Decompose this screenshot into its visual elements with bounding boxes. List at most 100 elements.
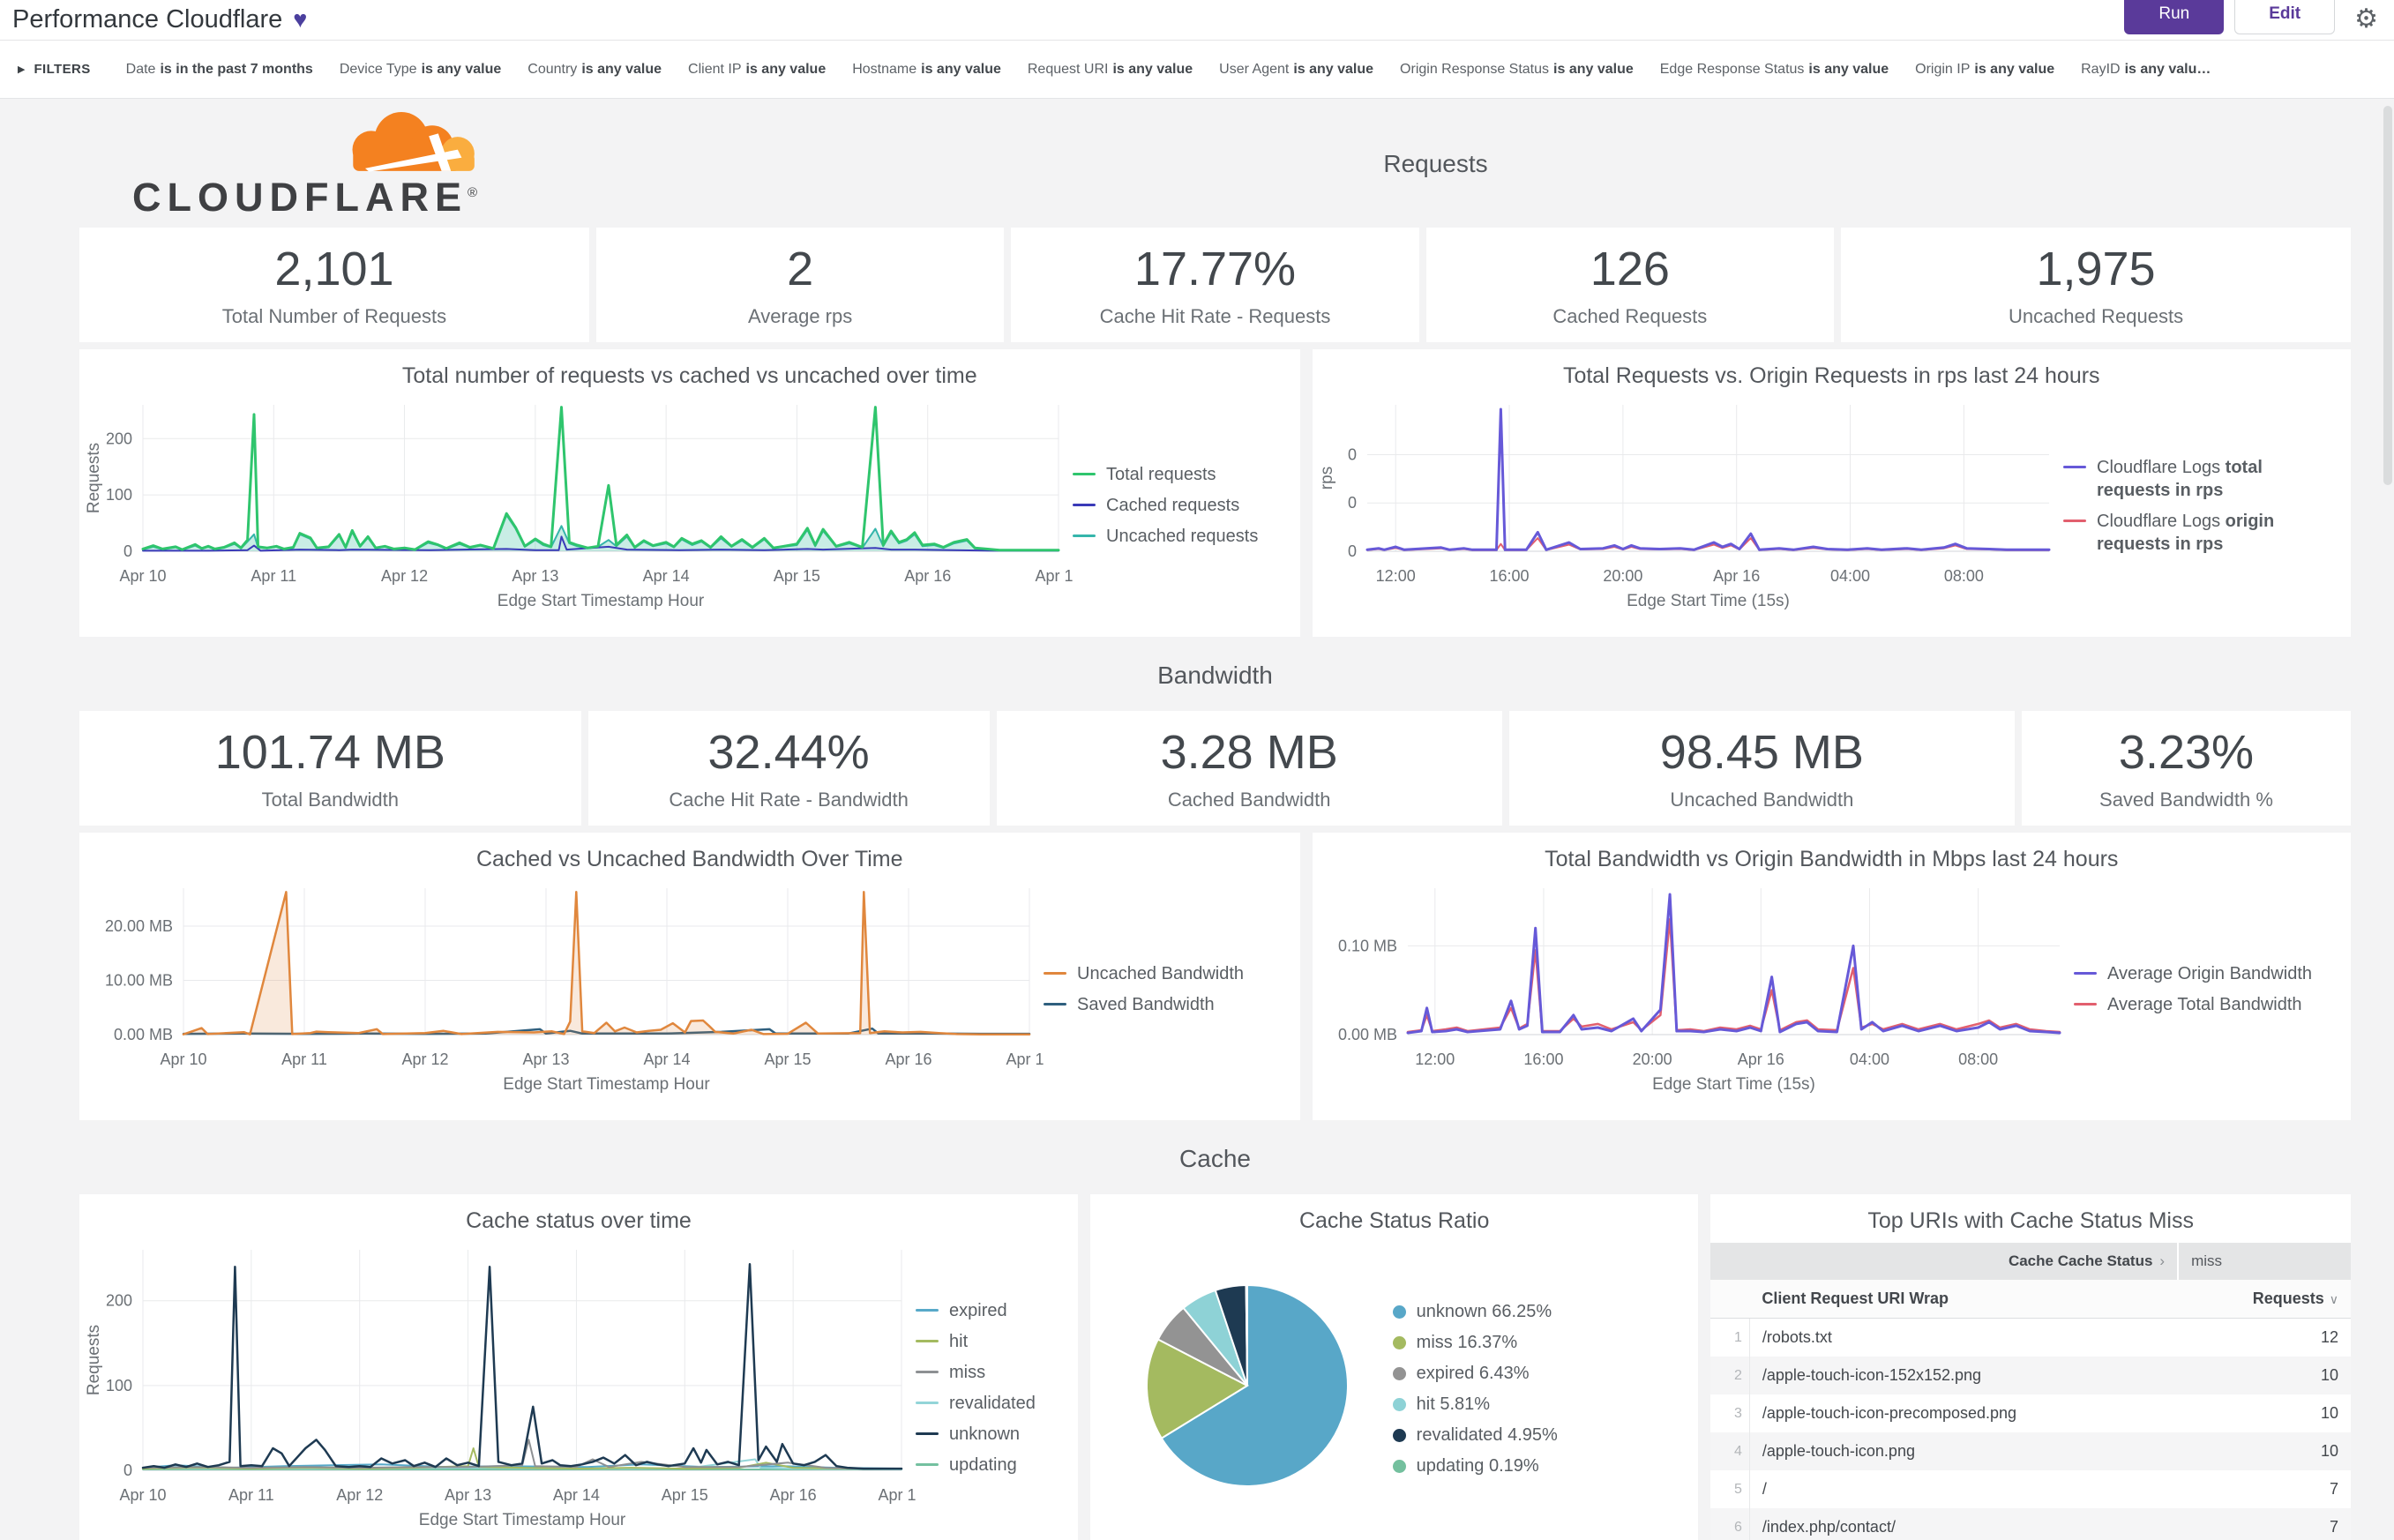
- uri-cell[interactable]: /index.php/contact/: [1749, 1508, 2179, 1540]
- requests-cell[interactable]: 10: [2178, 1432, 2351, 1470]
- rps-24h-legend: Cloudflare Logs total requests in rps Clo…: [2063, 392, 2345, 618]
- requests-header-row: CLOUDFLARE® Requests: [79, 108, 2351, 221]
- svg-text:Requests: Requests: [85, 443, 103, 513]
- filter-condition: is any value: [1553, 61, 1634, 77]
- legend-item-hit-5-81-[interactable]: hit 5.81%: [1392, 1393, 1652, 1416]
- filter-condition: is any value: [1293, 61, 1374, 77]
- legend-item-expired-6-43-[interactable]: expired 6.43%: [1392, 1362, 1652, 1385]
- gear-icon[interactable]: ⚙: [2354, 4, 2378, 34]
- svg-text:Apr 16: Apr 16: [1713, 567, 1760, 585]
- legend-item-uncached-bandwidth[interactable]: Uncached Bandwidth: [1044, 962, 1290, 985]
- page-title: Performance Cloudflare ♥: [12, 5, 307, 34]
- legend-item-average-origin-bandwidth[interactable]: Average Origin Bandwidth: [2074, 962, 2340, 985]
- pie-slice-miss[interactable]: [1145, 1337, 1249, 1439]
- series-cached-requests: [142, 535, 1059, 552]
- pie-slice-unknown[interactable]: [1160, 1283, 1349, 1487]
- vertical-scrollbar[interactable]: [2383, 106, 2392, 485]
- uri-cell[interactable]: /apple-touch-icon-precomposed.png: [1762, 1404, 2017, 1422]
- kpi-value: 98.45 MB: [1659, 726, 1864, 779]
- run-button[interactable]: Run: [2124, 0, 2225, 34]
- svg-text:08:00: 08:00: [1958, 1050, 1998, 1068]
- legend-item-total-requests-in-rps[interactable]: Cloudflare Logs total requests in rps: [2063, 456, 2340, 502]
- requests-cell[interactable]: 7: [2329, 1480, 2338, 1498]
- requests-cell[interactable]: 10: [2178, 1357, 2351, 1394]
- svg-text:Apr 11: Apr 11: [251, 567, 296, 585]
- legend-item-origin-requests-in-rps[interactable]: Cloudflare Logs origin requests in rps: [2063, 510, 2340, 556]
- svg-text:Apr 10: Apr 10: [160, 1050, 206, 1068]
- filter-rayid[interactable]: RayID is any valu…: [2081, 62, 2211, 78]
- legend-item-saved-bandwidth[interactable]: Saved Bandwidth: [1044, 993, 1290, 1016]
- filter-user-agent[interactable]: User Agent is any value: [1219, 62, 1373, 78]
- legend-item-revalidated[interactable]: revalidated: [916, 1392, 1067, 1415]
- requests-charts-row: Total number of requests vs cached vs un…: [79, 349, 2351, 637]
- legend-item-cached-requests[interactable]: Cached requests: [1073, 494, 1290, 517]
- kpi-value: 17.77%: [1133, 243, 1297, 295]
- row-number-cell: 6: [1710, 1508, 1750, 1540]
- filter-client-ip[interactable]: Client IP is any value: [688, 62, 826, 78]
- filter-hostname[interactable]: Hostname is any value: [852, 62, 1001, 78]
- legend-item-miss-16-37-[interactable]: miss 16.37%: [1392, 1331, 1652, 1354]
- requests-cell[interactable]: 7: [2178, 1508, 2351, 1540]
- requests-column-header[interactable]: Requests ∨: [2178, 1280, 2351, 1319]
- legend-item-updating-0-19-[interactable]: updating 0.19%: [1392, 1454, 1652, 1477]
- table-top-uris-miss: Top URIs with Cache Status Miss Cache Ca…: [1710, 1194, 2351, 1540]
- requests-cell[interactable]: 12: [2320, 1328, 2338, 1346]
- legend-item-unknown-66-25-[interactable]: unknown 66.25%: [1392, 1300, 1652, 1323]
- table-row: 5 / 7: [1710, 1470, 2351, 1508]
- legend-item-updating[interactable]: updating: [916, 1454, 1067, 1476]
- dashboard-body: CLOUDFLARE® Requests 2,101 Total Number o…: [0, 99, 2394, 1540]
- kpi-label: Uncached Bandwidth: [1670, 789, 1854, 811]
- edit-button[interactable]: Edit: [2234, 0, 2336, 34]
- cache-ratio-legend: unknown 66.25% miss 16.37% expired 6.43% hi…: [1392, 1300, 1657, 1477]
- filters-label[interactable]: FILTERS: [34, 62, 91, 77]
- filter-request-uri[interactable]: Request URI is any value: [1028, 62, 1193, 78]
- kpi-uncached-bandwidth: 98.45 MB Uncached Bandwidth: [1508, 711, 2015, 826]
- legend-label: Total requests: [1106, 465, 1216, 484]
- uri-cell[interactable]: /robots.txt: [1762, 1328, 1832, 1346]
- svg-text:0.10 MB: 0.10 MB: [1337, 937, 1396, 954]
- kpi-label: Cache Hit Rate - Requests: [1099, 305, 1331, 327]
- svg-text:Edge Start Time (15s): Edge Start Time (15s): [1627, 592, 1790, 610]
- filters-expand-icon[interactable]: ▶: [18, 64, 26, 75]
- filter-edge-response-status[interactable]: Edge Response Status is any value: [1660, 62, 1889, 78]
- uri-cell[interactable]: /apple-touch-icon-152x152.png: [1749, 1357, 2179, 1394]
- svg-text:Apr 10: Apr 10: [119, 567, 166, 585]
- table-body: 1/robots.txt 12 2/apple-touch-icon-152x152…: [1710, 1318, 2351, 1540]
- legend-swatch: [1073, 504, 1096, 506]
- table-header: Cache Cache Status › miss Client Request UR…: [1710, 1243, 2351, 1319]
- filter-origin-response-status[interactable]: Origin Response Status is any value: [1400, 62, 1634, 78]
- legend-item-miss[interactable]: miss: [916, 1361, 1067, 1384]
- kpi-average-rps: 2 Average rps: [595, 228, 1005, 342]
- legend-label: expired: [949, 1300, 1007, 1320]
- legend-item-expired[interactable]: expired: [916, 1299, 1067, 1322]
- section-title-requests: Requests: [1383, 150, 1488, 177]
- table-row: 1/robots.txt 12: [1710, 1318, 2351, 1357]
- uri-cell[interactable]: /: [1762, 1480, 1767, 1498]
- legend-item-total-requests[interactable]: Total requests: [1073, 463, 1290, 486]
- uri-column-header[interactable]: Client Request URI Wrap: [1749, 1280, 2179, 1319]
- filter-country[interactable]: Country is any value: [527, 62, 662, 78]
- filter-device-type[interactable]: Device Type is any value: [340, 62, 501, 78]
- requests-cell[interactable]: 10: [2320, 1404, 2338, 1422]
- filter-condition: is any value: [921, 61, 1001, 77]
- uri-cell[interactable]: /apple-touch-icon.png: [1749, 1432, 2179, 1470]
- row-number-cell: 4: [1710, 1432, 1750, 1470]
- legend-item-uncached-requests[interactable]: Uncached requests: [1073, 525, 1290, 548]
- chart-title-cache-status: Cache status over time: [466, 1208, 692, 1233]
- kpi-cached-requests: 126 Cached Requests: [1425, 228, 1835, 342]
- cache-ratio-pie: [1132, 1267, 1363, 1510]
- filter-origin-ip[interactable]: Origin IP is any value: [1915, 62, 2054, 78]
- legend-item-hit[interactable]: hit: [916, 1330, 1067, 1353]
- legend-item-revalidated-4-95-[interactable]: revalidated 4.95%: [1392, 1424, 1652, 1447]
- kpi-cache-hit-rate-requests: 17.77% Cache Hit Rate - Requests: [1011, 228, 1419, 342]
- legend-item-unknown[interactable]: unknown: [916, 1423, 1067, 1446]
- chart-title-cache-ratio: Cache Status Ratio: [1298, 1208, 1490, 1233]
- pivot-label[interactable]: Cache Cache Status ›: [1710, 1243, 2179, 1280]
- top-uris-table: Cache Cache Status › miss Client Request UR…: [1710, 1243, 2351, 1540]
- svg-text:Edge Start Timestamp Hour: Edge Start Timestamp Hour: [419, 1511, 626, 1529]
- pie-cache-status-ratio: Cache Status Ratio unknown 66.25% miss 16…: [1090, 1194, 1699, 1540]
- row-number-column-header: [1710, 1280, 1750, 1319]
- svg-text:Apr 13: Apr 13: [522, 1050, 569, 1068]
- filter-date[interactable]: Date is in the past 7 months: [126, 62, 313, 78]
- legend-item-average-total-bandwidth[interactable]: Average Total Bandwidth: [2074, 993, 2340, 1016]
